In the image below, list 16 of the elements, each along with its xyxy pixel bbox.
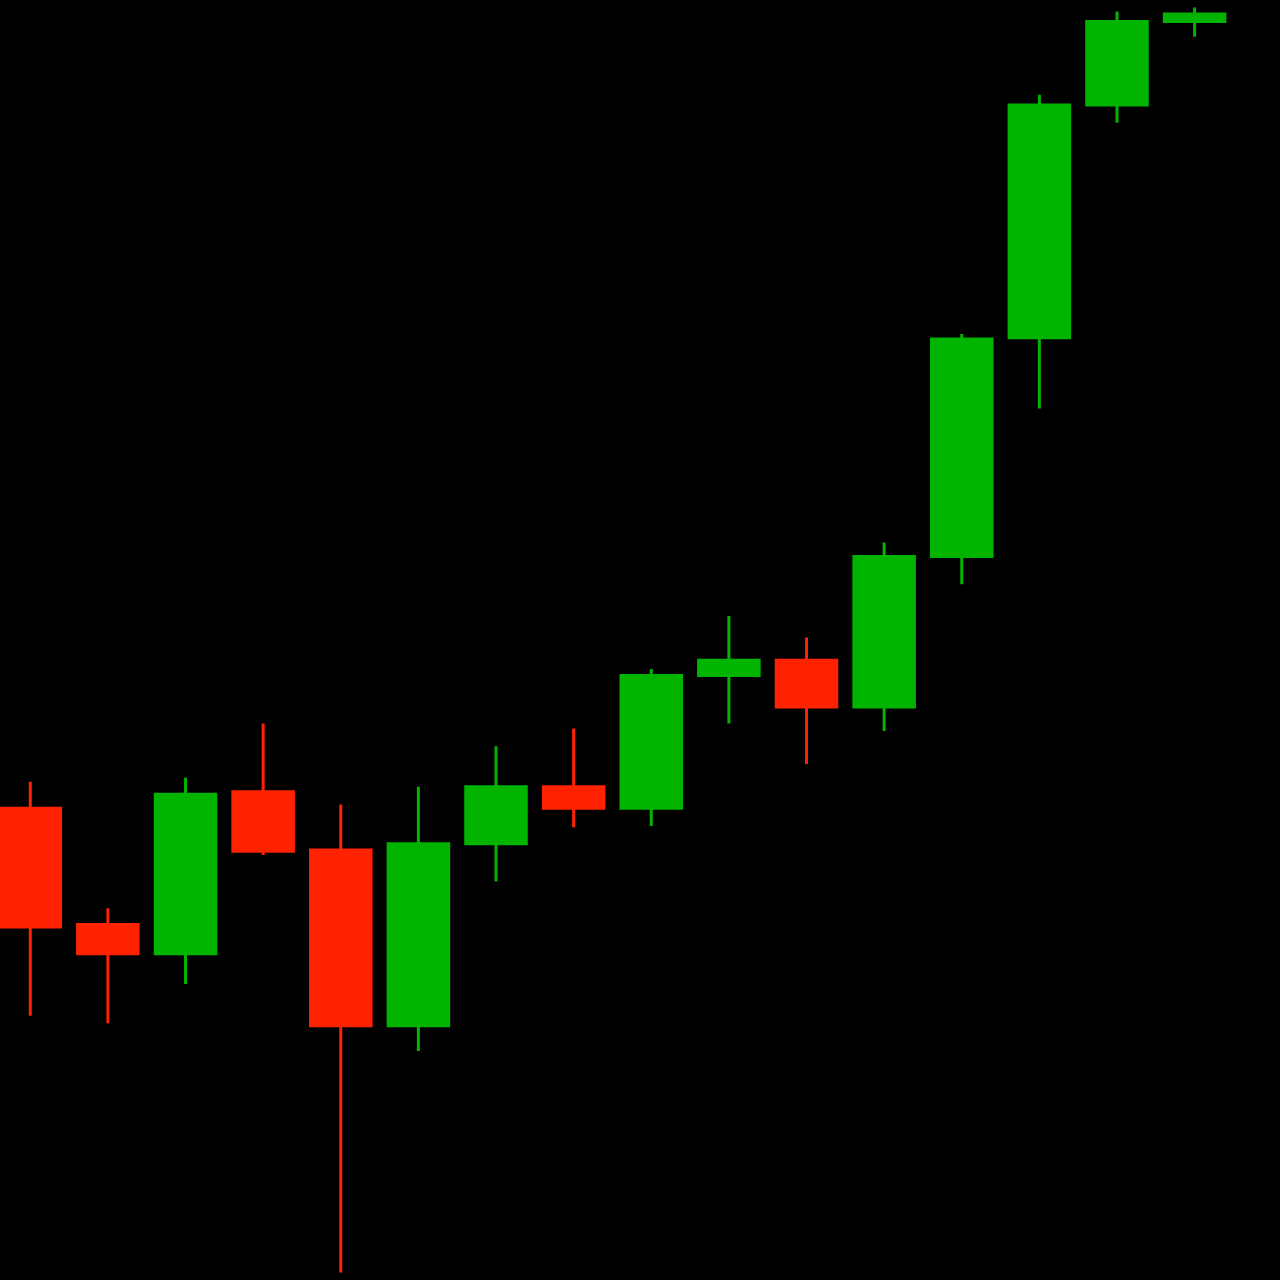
candlestick xyxy=(697,614,761,725)
candlestick xyxy=(309,802,373,1274)
candlestick xyxy=(1007,93,1072,411)
candlestick xyxy=(852,541,916,733)
candlestick xyxy=(231,721,295,857)
candlestick xyxy=(0,780,63,1018)
candlestick xyxy=(153,776,218,986)
candlestick xyxy=(929,332,994,586)
candlestick xyxy=(774,635,839,766)
candlestick xyxy=(386,785,451,1053)
candlestick xyxy=(464,744,528,884)
candlestick xyxy=(76,906,140,1025)
candlestick xyxy=(1162,6,1227,39)
candlestick xyxy=(1085,9,1149,125)
candlestick xyxy=(541,727,606,829)
candlestick xyxy=(619,667,684,828)
